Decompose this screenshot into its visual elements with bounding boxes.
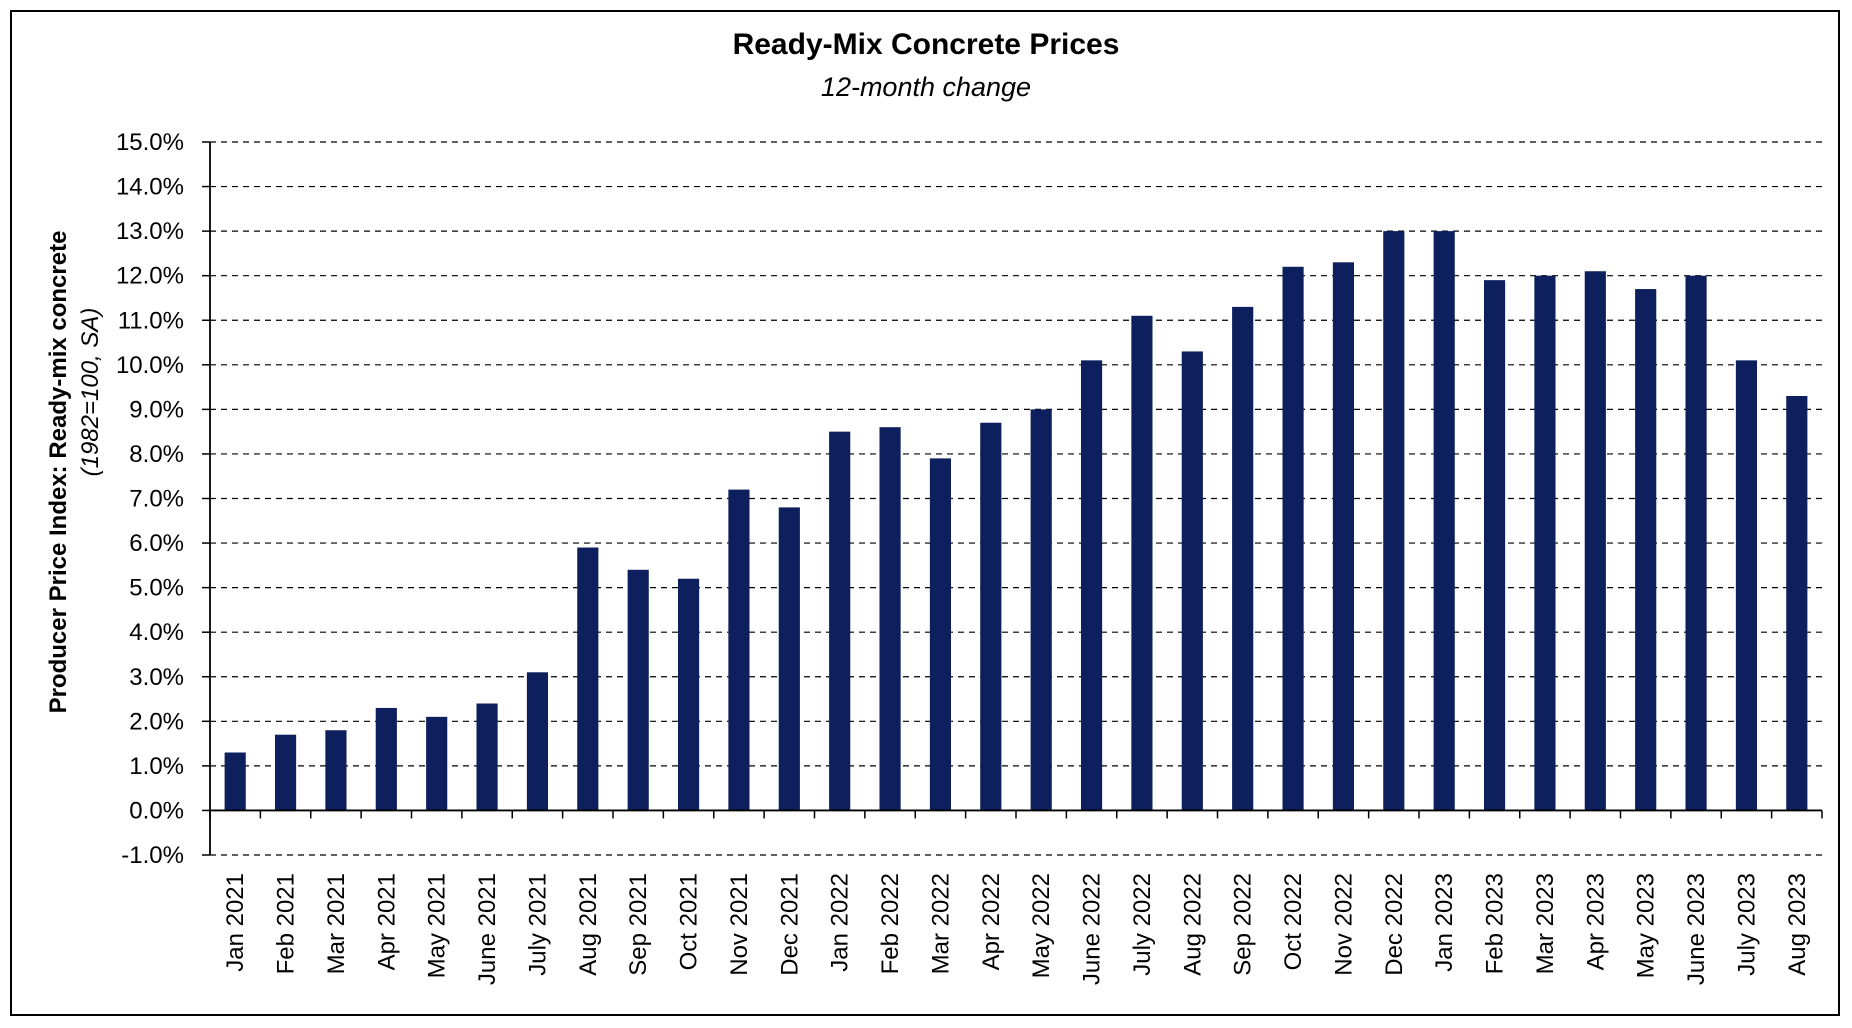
y-tick-label: 3.0% (129, 664, 184, 691)
y-tick-label: 0.0% (129, 797, 184, 824)
bar (1433, 231, 1455, 811)
y-tick-label: 4.0% (129, 619, 184, 646)
bars (224, 231, 1808, 811)
chart-title: Ready-Mix Concrete Prices (732, 28, 1120, 61)
y-tick-label: -1.0% (121, 842, 184, 869)
x-tick-label: July 2023 (1733, 873, 1760, 976)
bar (1282, 266, 1304, 811)
bar (375, 707, 397, 811)
x-tick-label: Sep 2022 (1230, 873, 1257, 976)
x-tick-label: Mar 2021 (323, 873, 350, 974)
bar (829, 431, 851, 811)
bar (1786, 396, 1808, 811)
x-tick-label: Jan 2022 (827, 873, 854, 972)
bar (879, 427, 901, 811)
x-tick-label: July 2022 (1129, 873, 1156, 976)
y-tick-label: 6.0% (129, 530, 184, 557)
bar (1131, 315, 1153, 811)
bar (1030, 409, 1052, 811)
x-tick-label: Mar 2023 (1532, 873, 1559, 974)
bar (980, 422, 1002, 811)
x-tick-label: Dec 2022 (1381, 873, 1408, 976)
bar (1735, 360, 1758, 811)
x-tick-label: Aug 2021 (575, 873, 602, 976)
y-tick-label: 1.0% (129, 753, 184, 780)
bar (1635, 289, 1657, 811)
bar (1332, 262, 1355, 811)
x-tick-label: Nov 2022 (1330, 873, 1357, 976)
x-tick-label: May 2021 (424, 873, 451, 978)
gridlines (210, 141, 1822, 856)
x-tick-label: Oct 2021 (676, 873, 703, 970)
bar (929, 458, 952, 811)
bar (224, 752, 246, 811)
y-tick-label: 7.0% (129, 486, 184, 513)
y-axis-subtitle: (1982=100, SA) (77, 308, 104, 477)
bar (677, 578, 700, 811)
y-tick-label: 15.0% (116, 129, 184, 156)
x-tick-label: Aug 2022 (1179, 873, 1206, 976)
x-tick-label: Dec 2021 (776, 873, 803, 976)
x-tick-label: Oct 2022 (1280, 873, 1307, 970)
bar (627, 569, 649, 811)
bar (778, 507, 800, 811)
x-tick-label: Apr 2022 (978, 873, 1005, 970)
bar (325, 730, 347, 811)
bar (1181, 351, 1203, 811)
bar (1483, 280, 1506, 811)
y-tick-label: 14.0% (116, 174, 184, 201)
y-tick-label: 2.0% (129, 708, 184, 735)
x-tick-label: Feb 2022 (877, 873, 904, 974)
y-tick-label: 13.0% (116, 218, 184, 245)
y-tick-labels: -1.0% 0.0% 1.0% 2.0% 3.0% 4.0% 5.0% 6.0% 7.0% 8.0… (116, 129, 184, 869)
bar (1534, 275, 1556, 811)
x-tick-label: Jan 2021 (222, 873, 249, 972)
bar (577, 547, 599, 811)
bar (476, 703, 498, 811)
axes (202, 141, 1823, 856)
y-tick-label: 9.0% (129, 396, 184, 423)
y-tick-label: 10.0% (116, 352, 184, 379)
x-tick-label: Feb 2021 (273, 873, 300, 974)
x-tick-label: July 2021 (524, 873, 551, 976)
bar (1685, 275, 1707, 811)
x-tick-label: May 2023 (1633, 873, 1660, 978)
bar (1584, 271, 1606, 811)
bar (526, 672, 549, 811)
bar (1080, 360, 1103, 811)
x-tick-label: May 2022 (1028, 873, 1055, 978)
x-tick-label: June 2022 (1079, 873, 1106, 985)
x-tick-label: Mar 2022 (927, 873, 954, 974)
x-tick-label: Apr 2023 (1582, 873, 1609, 970)
bar (728, 489, 750, 811)
y-tick-label: 11.0% (118, 307, 184, 334)
chart-subtitle: 12-month change (820, 72, 1032, 102)
x-tick-label: Nov 2021 (726, 873, 753, 976)
x-tick-label: June 2023 (1683, 873, 1710, 985)
x-tick-label: June 2021 (474, 873, 501, 985)
bar (274, 734, 297, 811)
y-axis-title: Producer Price Index: Ready-mix concrete (45, 231, 72, 714)
bar (1232, 306, 1254, 811)
y-tick-label: 12.0% (116, 263, 184, 290)
x-tick-labels: Jan 2021 Feb 2021 Mar 2021 Apr 2021 May 2021… (222, 873, 1811, 985)
x-tick-label: Apr 2021 (373, 873, 400, 970)
bar (1383, 231, 1405, 811)
y-tick-label: 5.0% (129, 575, 184, 602)
y-tick-label: 8.0% (129, 441, 184, 468)
x-tick-label: Feb 2023 (1482, 873, 1509, 974)
x-tick-label: Sep 2021 (625, 873, 652, 976)
x-tick-label: Jan 2023 (1431, 873, 1458, 972)
x-tick-label: Aug 2023 (1784, 873, 1811, 976)
bar (426, 716, 448, 811)
